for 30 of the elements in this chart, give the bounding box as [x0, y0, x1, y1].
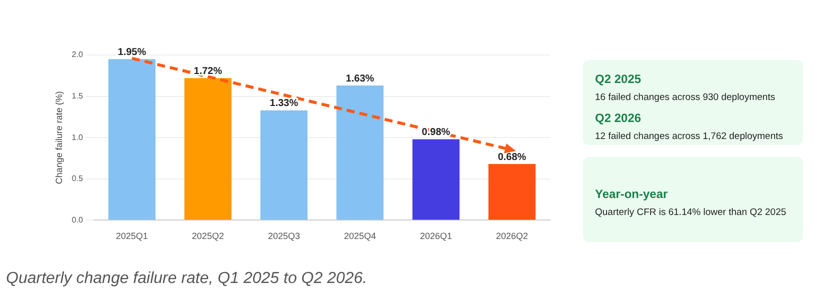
bar: [108, 59, 156, 220]
bar: [488, 164, 536, 220]
x-tick-label: 2025Q4: [344, 231, 376, 242]
text: Q2 2025: [595, 72, 642, 86]
x-tick-label: 2026Q1: [420, 231, 452, 242]
y-tick-label: 1.5: [72, 92, 84, 101]
data-label: 1.33%: [270, 98, 298, 110]
bar: [412, 139, 460, 220]
x-tick-label: 2025Q3: [268, 231, 300, 242]
data-label: 1.95%: [118, 46, 146, 58]
data-label: 0.68%: [498, 152, 526, 163]
text: Quarterly change failure rate, Q1 2025 to Q2 2026.: [6, 270, 368, 288]
text: Year-on-year: [595, 187, 669, 201]
y-tick-label: 2.0: [72, 50, 84, 60]
y-tick-label: 1.0: [72, 132, 84, 142]
text: Q2 2026: [595, 111, 642, 125]
x-tick-label: 2025Q1: [116, 231, 148, 242]
y-axis-title: Change failure rate (%): [54, 91, 64, 184]
data-label: 1.72%: [194, 66, 222, 77]
text: 12 failed changes across 1,762 deployments: [595, 131, 784, 142]
text: Quarterly CFR is 61.14% lower than Q2 2025: [595, 207, 788, 218]
bar: [260, 110, 308, 220]
y-tick-label: 0.0: [72, 215, 84, 224]
x-tick-label: 2026Q2: [496, 231, 528, 242]
x-tick-label: 2025Q2: [192, 231, 224, 242]
text: 16 failed changes across 930 deployments: [595, 92, 776, 103]
data-label: 1.63%: [346, 73, 374, 84]
bar: [184, 78, 232, 220]
bar: [336, 86, 384, 220]
y-tick-label: 0.5: [72, 174, 84, 184]
